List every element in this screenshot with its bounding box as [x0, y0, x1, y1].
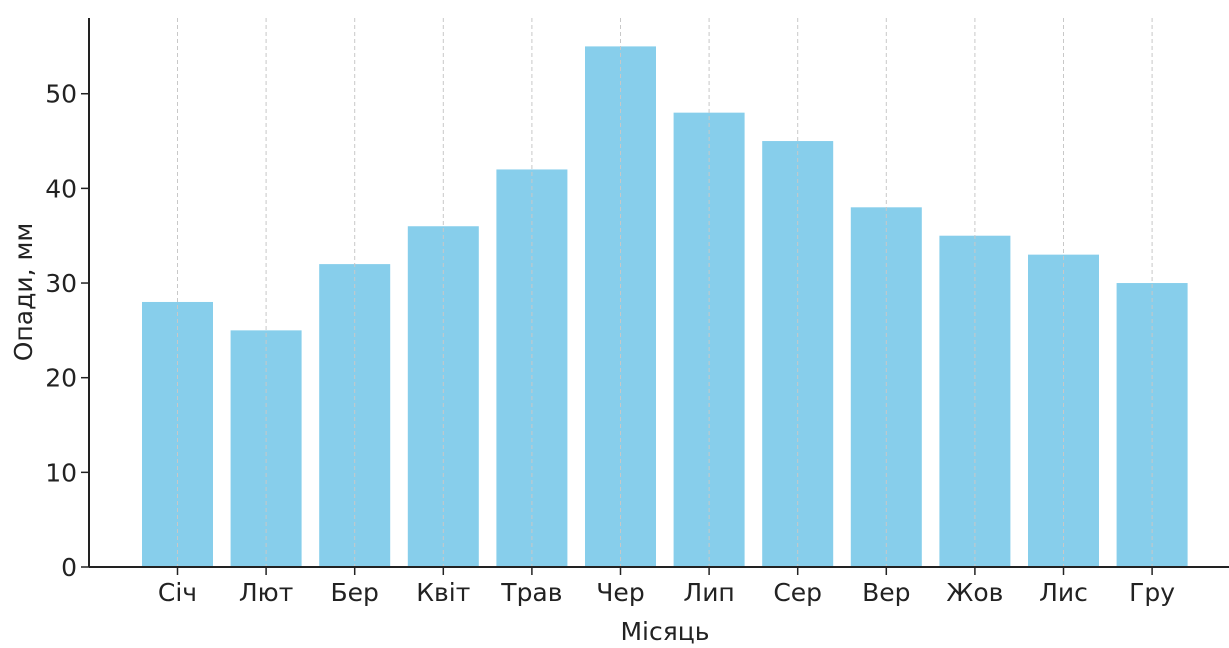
y-tick-label: 0 — [61, 553, 77, 582]
x-tick-label: Сер — [773, 578, 822, 607]
x-tick-label: Чер — [596, 578, 644, 607]
bars — [142, 46, 1188, 568]
x-tick-label: Січ — [158, 578, 197, 607]
x-tick-label: Вер — [862, 578, 910, 607]
y-tick-label: 20 — [45, 364, 77, 393]
x-tick-label: Квіт — [416, 578, 470, 607]
y-tick-label: 30 — [45, 269, 77, 298]
x-tick-label: Лип — [683, 578, 734, 607]
tick-labels: Січ Лют Бер Квіт Трав Чер Лип Сер Вер Жов Лис Гру 0 1… — [45, 80, 1175, 607]
x-tick-label: Гру — [1129, 578, 1175, 607]
x-tick-label: Трав — [500, 578, 562, 607]
axes — [81, 18, 1229, 575]
x-tick-label: Бер — [330, 578, 378, 607]
y-tick-label: 40 — [45, 174, 77, 203]
y-tick-label: 50 — [45, 80, 77, 109]
bar-8 — [850, 207, 922, 567]
grid-lines — [177, 18, 1153, 567]
bar-2 — [319, 264, 391, 567]
x-tick-label: Жов — [946, 578, 1003, 607]
y-tick-label: 10 — [45, 458, 77, 487]
x-axis-label: Місяць — [620, 617, 709, 644]
x-tick-label: Лют — [239, 578, 293, 607]
x-tick-label: Лис — [1039, 578, 1088, 607]
y-axis-label: Опади, мм — [9, 223, 38, 362]
